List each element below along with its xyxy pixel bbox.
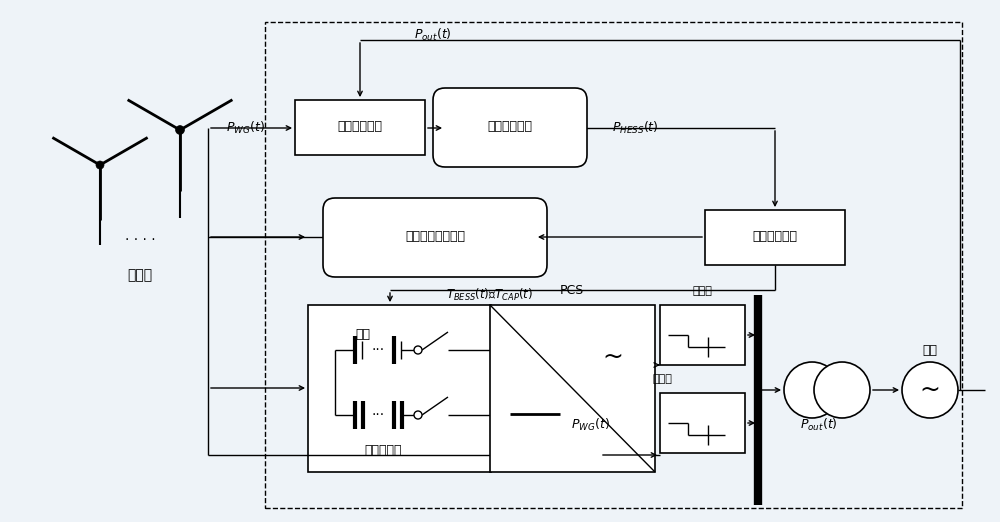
Circle shape: [814, 362, 870, 418]
Text: ···: ···: [371, 408, 385, 422]
Text: 电池: 电池: [356, 328, 370, 341]
Text: $P_{WG}(t)$: $P_{WG}(t)$: [571, 417, 609, 433]
Text: 平抑控制模块: 平抑控制模块: [488, 121, 532, 134]
Text: 断路器: 断路器: [652, 374, 672, 384]
Circle shape: [902, 362, 958, 418]
Text: ···: ···: [371, 343, 385, 357]
Text: ~: ~: [920, 378, 940, 402]
Circle shape: [96, 161, 104, 169]
Text: 功率分配控制模块: 功率分配控制模块: [405, 231, 465, 243]
Text: · · · ·: · · · ·: [125, 233, 155, 247]
Text: 断路器: 断路器: [692, 286, 712, 296]
FancyBboxPatch shape: [433, 88, 587, 167]
Text: $P_{out}(t)$: $P_{out}(t)$: [800, 417, 838, 433]
Text: PCS: PCS: [560, 283, 584, 296]
Text: 超级电容器: 超级电容器: [364, 444, 402, 457]
Circle shape: [176, 126, 184, 134]
Bar: [308, 305, 491, 472]
Bar: [660, 393, 745, 453]
Bar: [265, 22, 962, 508]
FancyBboxPatch shape: [323, 198, 547, 277]
Text: $T_{BESS}(t)$，$T_{CAP}(t)$: $T_{BESS}(t)$，$T_{CAP}(t)$: [446, 287, 534, 303]
Bar: [660, 305, 745, 365]
Text: 风电场: 风电场: [127, 268, 153, 282]
Text: ~: ~: [603, 345, 623, 369]
Text: $P_{HESS}(t)$: $P_{HESS}(t)$: [612, 120, 658, 136]
Text: 数据采集模块: 数据采集模块: [338, 121, 382, 134]
Text: $P_{out}(t)$: $P_{out}(t)$: [414, 27, 452, 43]
Text: 数据采集模块: 数据采集模块: [753, 231, 798, 243]
Text: 电网: 电网: [922, 343, 938, 357]
Bar: [490, 305, 655, 472]
Bar: [295, 100, 425, 155]
Bar: [705, 210, 845, 265]
Circle shape: [414, 411, 422, 419]
Circle shape: [784, 362, 840, 418]
Circle shape: [414, 346, 422, 354]
Text: $P_{WG}(t)$: $P_{WG}(t)$: [226, 120, 264, 136]
